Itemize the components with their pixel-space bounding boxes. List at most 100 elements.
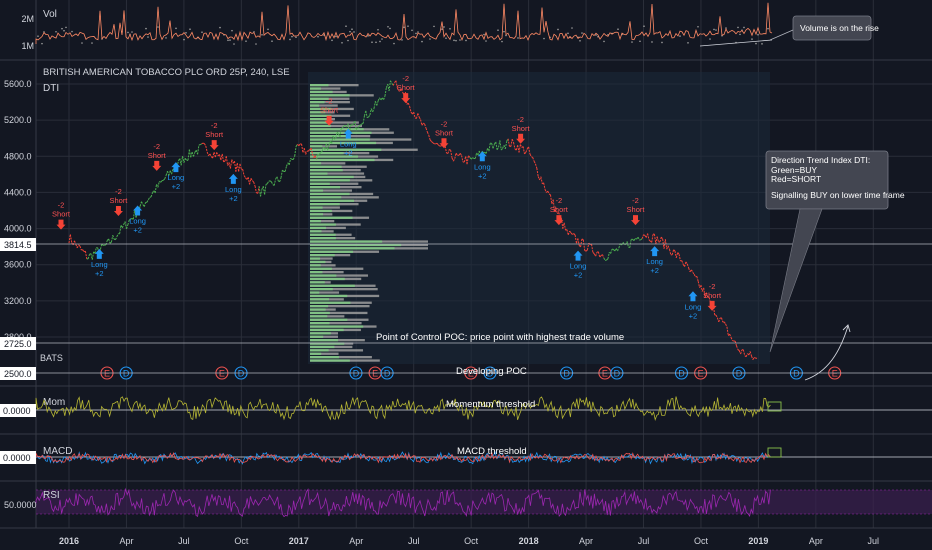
rsi-pane[interactable]: RSI 50.0000 — [4, 487, 932, 518]
price-segment — [729, 333, 732, 338]
price-segment — [525, 148, 528, 153]
price-segment — [504, 141, 508, 149]
volume-profile-bar-buy — [310, 288, 333, 291]
price-segment — [394, 80, 397, 83]
price-segment — [428, 135, 431, 141]
volume-dot — [233, 43, 235, 45]
volume-profile-bar-buy — [310, 186, 341, 189]
price-segment — [742, 349, 746, 356]
price-segment — [656, 236, 660, 243]
price-segment — [282, 169, 285, 172]
price-segment — [87, 254, 90, 259]
price-segment — [261, 186, 264, 190]
price-segment — [675, 252, 679, 258]
price-tick-label: 5600.0 — [4, 79, 32, 89]
price-segment — [260, 189, 263, 197]
price-segment — [357, 126, 360, 128]
price-segment — [157, 181, 160, 188]
long-signal-label: +2 — [478, 171, 487, 180]
volume-dot — [229, 39, 231, 41]
volume-profile-bar-buy — [310, 199, 355, 202]
price-segment — [455, 152, 458, 156]
volume-dot — [91, 42, 93, 44]
price-segment — [689, 269, 692, 273]
price-segment — [242, 169, 245, 176]
price-segment — [490, 142, 492, 144]
price-segment — [298, 143, 301, 147]
price-segment — [532, 157, 535, 162]
volume-profile-bar-buy — [310, 240, 383, 243]
volume-profile-bar — [310, 104, 338, 107]
macd-pane[interactable]: MACD 0.0000 MACD threshold — [0, 446, 932, 465]
volume-profile-bar — [310, 84, 359, 87]
dti-callout[interactable]: Direction Trend Index DTI: Green=BUY Red… — [765, 150, 905, 353]
time-tick-label: 2016 — [59, 536, 79, 546]
momentum-pane[interactable]: Mom 0.0000 Momentum threshold — [0, 396, 932, 422]
volume-profile-bar-buy — [310, 339, 339, 342]
volume-dot — [147, 36, 149, 38]
price-segment — [682, 264, 685, 267]
price-segment — [584, 250, 587, 252]
price-segment — [677, 252, 680, 255]
price-segment — [396, 87, 400, 92]
event-marker-code: D — [384, 369, 391, 379]
price-segment — [421, 122, 424, 126]
volume-dot — [709, 38, 711, 40]
volume-note-callout[interactable]: Volume is on the rise — [769, 15, 879, 41]
price-segment — [591, 244, 594, 253]
price-segment — [354, 120, 357, 130]
price-segment — [139, 201, 142, 207]
volume-profile-bar-buy — [310, 260, 326, 264]
volume-dot — [465, 39, 467, 42]
volume-pane[interactable]: Vol 2M 1M Volume is on the rise — [21, 2, 879, 51]
volume-dot — [761, 43, 763, 45]
price-segment — [366, 116, 369, 119]
price-segment — [295, 143, 298, 147]
price-segment — [108, 238, 111, 244]
long-signal-label: +2 — [172, 182, 181, 191]
time-axis[interactable]: 2016 Apr Jul Oct 2017 Apr Jul Oct 2018 Apr Jul Oct 2… — [59, 536, 879, 546]
price-segment — [726, 326, 729, 336]
short-arrow-icon — [554, 215, 564, 226]
price-segment — [125, 224, 129, 230]
price-segment — [488, 142, 491, 152]
price-segment — [360, 123, 363, 126]
event-marker-code: E — [602, 369, 608, 379]
volume-profile-bar-buy — [310, 233, 336, 236]
volume-series — [35, 2, 773, 47]
event-marker-code: D — [487, 369, 494, 379]
price-pane[interactable]: -2ShortLong+2-2ShortLong+2-2ShortLong+2-… — [0, 67, 932, 381]
volume-dot — [201, 31, 203, 33]
price-segment — [737, 349, 740, 351]
dti-pane-label: DTI — [43, 83, 59, 94]
volume-profile-bar-buy — [310, 169, 343, 172]
volume-profile-bar-buy — [310, 223, 336, 226]
price-segment — [435, 142, 438, 145]
long-signal-label: +2 — [133, 225, 142, 234]
volume-profile-bar — [310, 305, 370, 308]
price-segment — [265, 183, 268, 185]
volume-dot — [449, 27, 451, 30]
price-segment — [223, 160, 226, 163]
price-segment — [146, 199, 149, 203]
volume-dot — [81, 42, 83, 44]
volume-dot — [185, 31, 187, 34]
price-segment — [552, 199, 556, 212]
short-signal-label: Short — [52, 210, 71, 219]
short-signal-label: -2 — [556, 196, 563, 205]
short-signal-label: Short — [148, 151, 167, 160]
volume-dot — [767, 27, 769, 30]
price-segment — [602, 254, 605, 259]
volume-dot — [393, 42, 395, 45]
price-segment — [171, 168, 174, 175]
price-segment — [411, 111, 415, 115]
volume-note-box — [792, 15, 872, 41]
short-arrow-icon — [56, 219, 66, 230]
macd-threshold-annotation: MACD threshold — [457, 446, 527, 457]
exchange-label: BATS — [40, 353, 63, 363]
price-segment — [472, 157, 475, 159]
volume-profile-bar-buy — [310, 138, 370, 141]
price-segment — [720, 317, 724, 323]
